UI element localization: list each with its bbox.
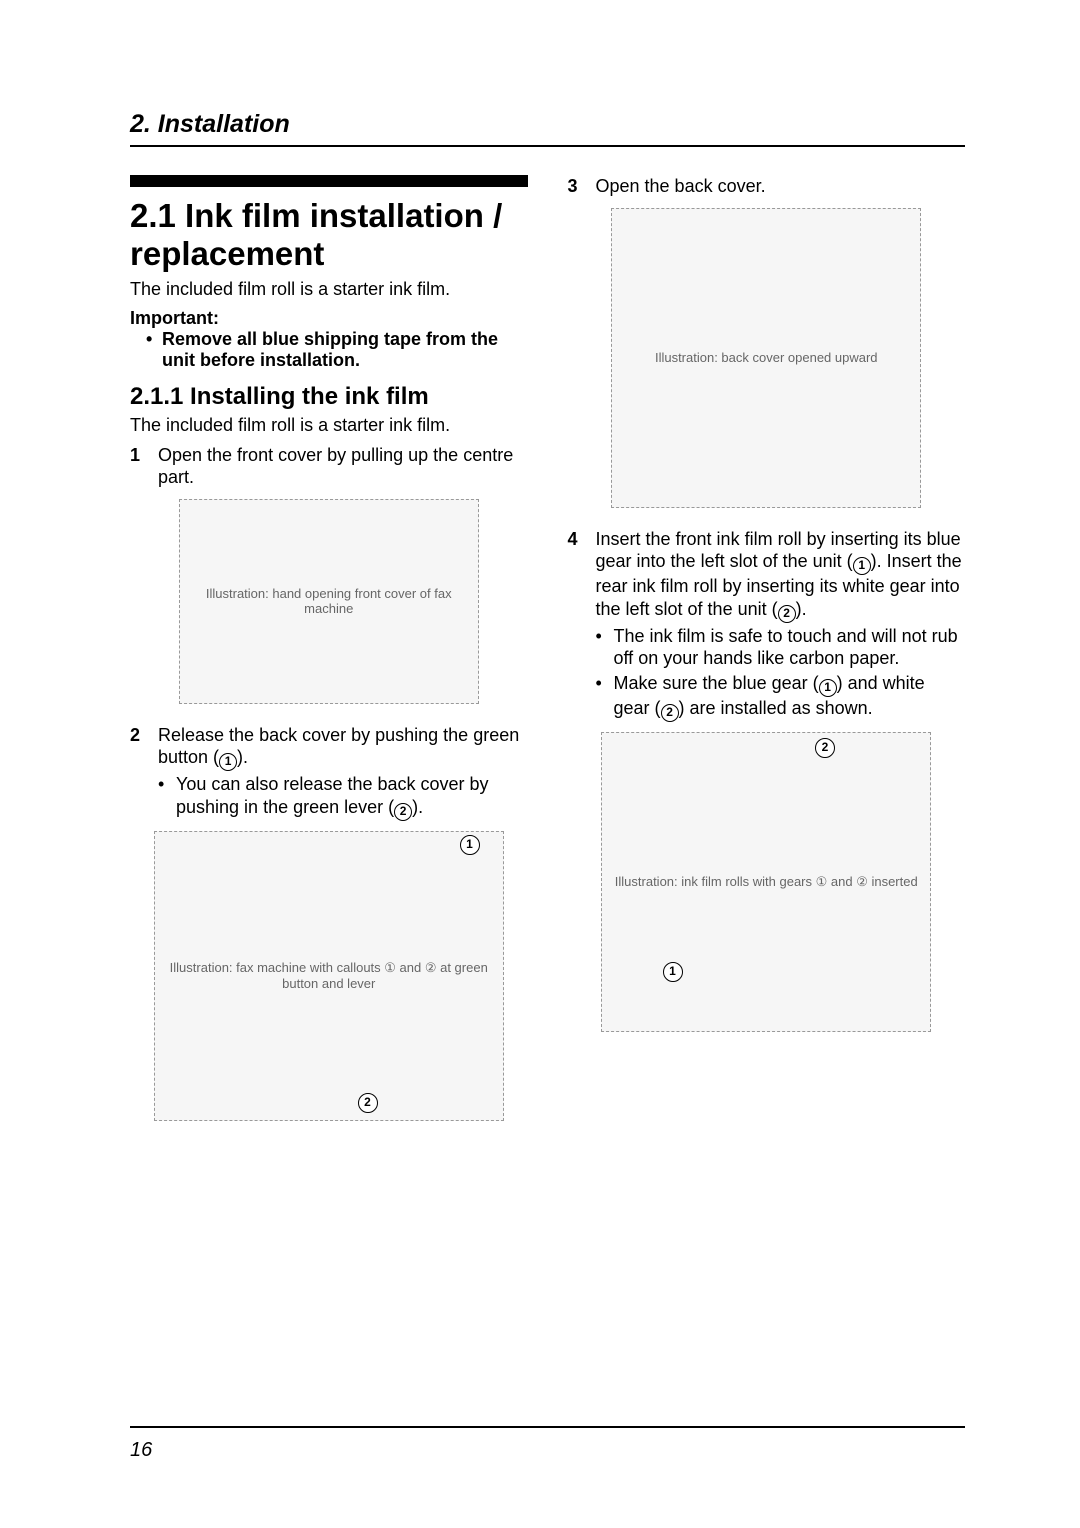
section-intro: The included film roll is a starter ink … xyxy=(130,279,528,300)
step-2-bullet-b: ). xyxy=(412,797,423,817)
step-number: 4 xyxy=(568,528,584,722)
circled-2-icon: 2 xyxy=(778,605,796,623)
section-title: 2.1 Ink film installation / replacement xyxy=(130,197,528,273)
step-2-bullet-a: You can also release the back cover by p… xyxy=(176,774,489,817)
important-label: Important: xyxy=(130,308,528,329)
step-text: Release the back cover by pushing the gr… xyxy=(158,724,528,821)
step-4-bullet-1: The ink film is safe to touch and will n… xyxy=(596,625,966,670)
figure-2-callout-2: 2 xyxy=(358,1093,378,1113)
important-list: Remove all blue shipping tape from the u… xyxy=(130,329,528,371)
section-bar xyxy=(130,175,528,187)
step-text: Open the front cover by pulling up the c… xyxy=(158,444,528,489)
step-2-text-b: ). xyxy=(237,747,248,767)
figure-3: Illustration: back cover opened upward xyxy=(568,208,966,508)
step-3: 3 Open the back cover. xyxy=(568,175,966,198)
figure-4: Illustration: ink film rolls with gears … xyxy=(568,732,966,1032)
figure-2-callout-1: 1 xyxy=(460,835,480,855)
circled-2-icon: 2 xyxy=(661,704,679,722)
step-2: 2 Release the back cover by pushing the … xyxy=(130,724,528,821)
step-number: 2 xyxy=(130,724,146,821)
subsection-title: 2.1.1 Installing the ink film xyxy=(130,383,528,411)
figure-2: Illustration: fax machine with callouts … xyxy=(130,831,528,1121)
step-2-sublist: You can also release the back cover by p… xyxy=(158,773,528,821)
subsection-intro: The included film roll is a starter ink … xyxy=(130,415,528,436)
step-number: 3 xyxy=(568,175,584,198)
step-1: 1 Open the front cover by pulling up the… xyxy=(130,444,528,489)
figure-1: Illustration: hand opening front cover o… xyxy=(130,499,528,704)
important-bullet: Remove all blue shipping tape from the u… xyxy=(146,329,528,371)
step-2-bullet: You can also release the back cover by p… xyxy=(158,773,528,821)
step-4-bullet2-a: Make sure the blue gear ( xyxy=(614,673,819,693)
figure-3-placeholder: Illustration: back cover opened upward xyxy=(611,208,921,508)
circled-1-icon: 1 xyxy=(853,557,871,575)
circled-1-icon: 1 xyxy=(819,679,837,697)
step-4-bullet2-c: ) are installed as shown. xyxy=(679,698,873,718)
manual-page: 2. Installation 2.1 Ink film installatio… xyxy=(0,0,1080,1528)
step-text: Open the back cover. xyxy=(596,175,766,198)
step-4-c: ). xyxy=(796,599,807,619)
step-4-bullet-2: Make sure the blue gear (1) and white ge… xyxy=(596,672,966,722)
footer-rule xyxy=(130,1426,965,1428)
chapter-header: 2. Installation xyxy=(130,110,965,147)
step-4: 4 Insert the front ink film roll by inse… xyxy=(568,528,966,722)
step-text: Insert the front ink film roll by insert… xyxy=(596,528,966,722)
step-number: 1 xyxy=(130,444,146,489)
figure-4-placeholder: Illustration: ink film rolls with gears … xyxy=(601,732,931,1032)
figure-1-placeholder: Illustration: hand opening front cover o… xyxy=(179,499,479,704)
figure-4-callout-1: 1 xyxy=(663,962,683,982)
circled-2-icon: 2 xyxy=(394,803,412,821)
two-column-layout: 2.1 Ink film installation / replacement … xyxy=(130,175,965,1141)
page-number: 16 xyxy=(130,1439,152,1462)
step-2-text-a: Release the back cover by pushing the gr… xyxy=(158,725,519,768)
step-4-sublist: The ink film is safe to touch and will n… xyxy=(596,625,966,722)
circled-1-icon: 1 xyxy=(219,753,237,771)
column-right: 3 Open the back cover. Illustration: bac… xyxy=(568,175,966,1141)
column-left: 2.1 Ink film installation / replacement … xyxy=(130,175,528,1141)
figure-4-callout-2: 2 xyxy=(815,738,835,758)
figure-2-placeholder: Illustration: fax machine with callouts … xyxy=(154,831,504,1121)
